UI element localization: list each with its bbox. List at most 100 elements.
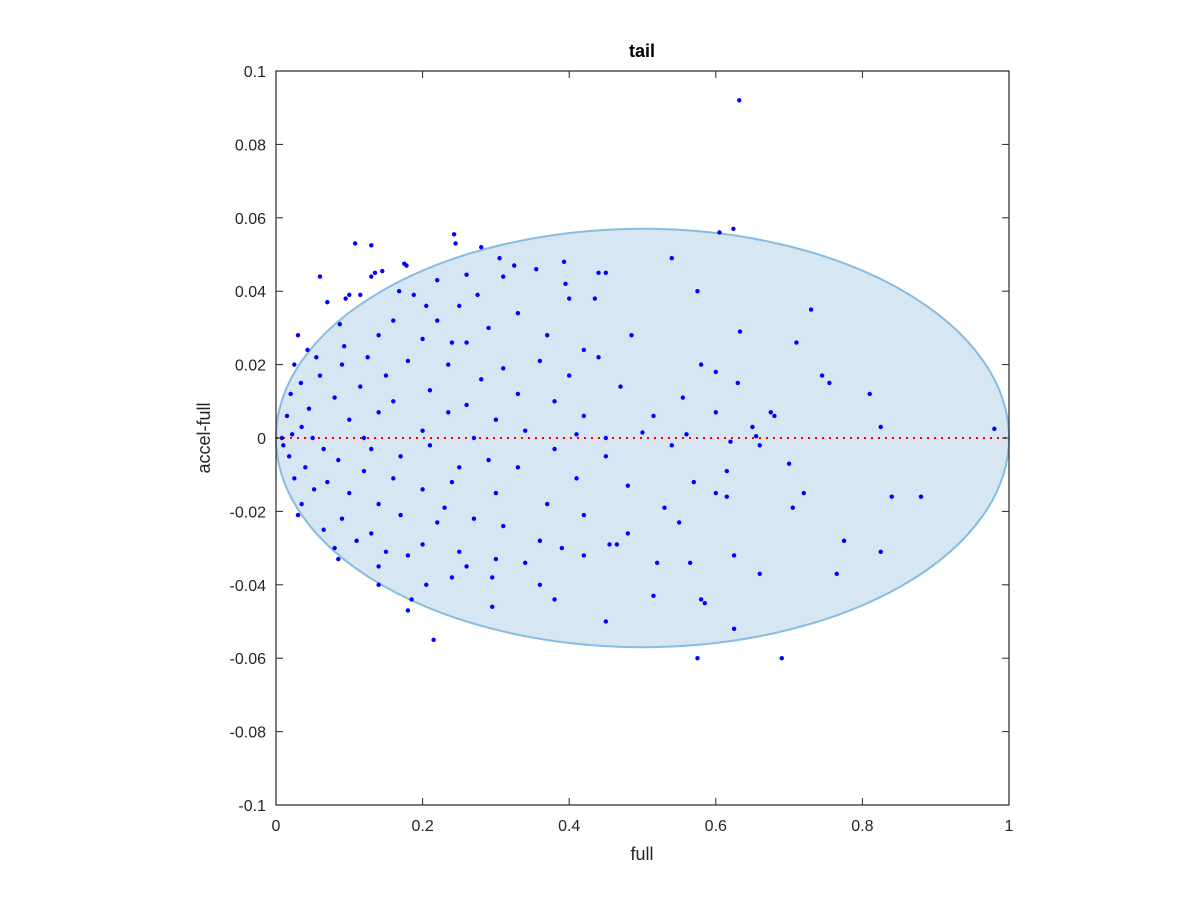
plot-area <box>275 70 1010 806</box>
data-point <box>493 490 499 496</box>
data-point <box>654 560 660 565</box>
data-point <box>757 443 762 448</box>
chart-title: tail <box>629 41 655 61</box>
y-tick-label: -0.08 <box>230 725 267 742</box>
data-point <box>794 340 799 345</box>
data-point <box>317 274 323 279</box>
data-point <box>396 289 402 294</box>
data-point <box>358 384 363 389</box>
data-point <box>376 582 381 587</box>
data-point <box>640 430 645 435</box>
data-point <box>427 388 433 393</box>
data-point <box>603 270 609 276</box>
data-point <box>552 446 557 452</box>
data-point <box>731 626 737 632</box>
data-point <box>629 333 634 338</box>
data-point <box>317 373 323 378</box>
data-point <box>537 358 543 364</box>
data-point <box>336 457 341 463</box>
data-point <box>737 98 742 103</box>
data-point <box>581 553 587 558</box>
data-point <box>347 490 352 496</box>
y-tick-label: 0.04 <box>235 284 266 301</box>
data-point <box>878 424 883 430</box>
data-point <box>427 443 433 448</box>
data-point <box>603 435 609 441</box>
data-point <box>561 259 567 265</box>
data-point <box>295 512 301 518</box>
data-point <box>625 483 631 488</box>
data-point <box>545 333 550 338</box>
points-layer <box>279 98 997 661</box>
data-point <box>352 241 358 246</box>
data-point <box>286 454 292 459</box>
data-point <box>717 230 722 235</box>
data-point <box>343 296 348 301</box>
data-point <box>687 560 693 565</box>
data-point <box>295 333 301 338</box>
data-point <box>292 476 297 481</box>
data-point <box>537 538 543 543</box>
data-point <box>753 433 759 439</box>
data-point <box>552 399 557 404</box>
data-point <box>523 428 528 433</box>
data-point <box>490 575 495 580</box>
data-point <box>299 424 304 430</box>
data-point <box>292 362 297 367</box>
data-point <box>486 457 491 463</box>
data-point <box>471 435 477 441</box>
data-point <box>288 391 293 397</box>
data-point <box>391 399 396 404</box>
data-point <box>376 501 381 507</box>
y-tick-label: -0.02 <box>230 504 267 521</box>
x-tick-label: 0.4 <box>558 818 580 835</box>
data-point <box>603 454 609 459</box>
x-tick-label: 1 <box>1005 818 1014 835</box>
data-point <box>523 560 528 565</box>
data-point <box>365 355 370 360</box>
data-point <box>581 413 587 419</box>
data-point <box>567 373 572 378</box>
data-point <box>724 468 729 474</box>
data-point <box>420 428 425 433</box>
data-point <box>552 597 557 602</box>
x-tick-label: 0.8 <box>851 818 873 835</box>
data-point <box>411 292 417 298</box>
data-point <box>457 303 462 309</box>
data-point <box>779 656 784 661</box>
y-tick-label: -0.1 <box>238 798 266 815</box>
data-point <box>669 255 675 261</box>
data-point <box>431 637 436 643</box>
data-point <box>358 292 363 298</box>
y-tick-label: 0.06 <box>235 211 266 228</box>
data-point <box>420 542 425 547</box>
data-point <box>559 545 565 551</box>
data-point <box>501 366 506 371</box>
data-point <box>383 373 389 378</box>
data-point <box>391 318 396 323</box>
data-point <box>731 226 736 232</box>
data-point <box>424 582 429 587</box>
data-point <box>310 435 315 441</box>
data-point <box>676 520 682 525</box>
data-point <box>501 523 506 529</box>
data-point <box>786 461 792 466</box>
data-point <box>339 362 345 367</box>
data-point <box>750 424 755 430</box>
x-axis-label: full <box>630 844 653 864</box>
data-point <box>369 243 374 248</box>
data-point <box>314 355 319 360</box>
data-point <box>446 362 451 367</box>
data-point <box>321 446 326 452</box>
data-point <box>801 490 806 496</box>
data-point <box>713 369 718 375</box>
data-point <box>405 553 411 558</box>
data-point <box>581 512 587 518</box>
data-point <box>728 439 733 444</box>
data-point <box>618 384 623 389</box>
data-point <box>420 487 425 492</box>
data-point <box>827 380 832 386</box>
data-point <box>834 571 839 576</box>
data-point <box>424 303 429 309</box>
